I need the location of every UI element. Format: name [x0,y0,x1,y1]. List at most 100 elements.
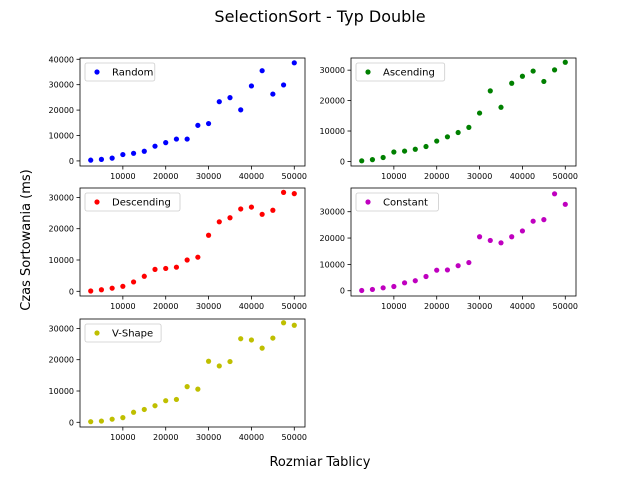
data-point [216,219,222,225]
y-tick-label: 30000 [49,81,74,90]
data-point [391,283,397,290]
data-point [498,240,504,246]
subplot-random: 10000 20000 30000 40000 50000 0 10000 20000 3000… [49,55,307,181]
data-point [551,191,558,197]
data-point [562,59,568,65]
y-tick-label: 20000 [320,97,345,106]
data-point [238,107,244,113]
y-tick-label: 20000 [49,356,74,365]
legend-label: V-Shape [112,329,153,340]
figure-ylabel: Czas Sortowania (ms) [19,169,34,311]
axes-frame [350,187,577,297]
data-point [509,234,515,240]
x-tick-label: 10000 [110,172,135,181]
legend-label: Descending [112,198,171,209]
data-point [163,398,169,404]
y-tick-label: 10000 [49,256,74,265]
x-tick-label: 30000 [196,433,221,442]
data-point [173,136,180,142]
data-point [88,419,94,425]
x-tick-label: 40000 [510,302,535,311]
data-point [455,129,461,136]
x-tick-label: 20000 [153,172,178,181]
data-point [519,228,526,234]
data-point [444,267,451,273]
data-point [541,217,547,223]
data-point [141,406,147,413]
legend-box [84,62,156,82]
y-tick-label: 0 [340,287,345,296]
legend-marker [94,330,100,336]
data-point [195,254,201,260]
x-tick-label: 10000 [381,302,406,311]
data-point [248,83,255,89]
x-tick-label: 40000 [239,172,264,181]
data-point [455,263,461,269]
legend-marker [365,199,371,205]
data-point [412,278,418,284]
data-point [359,287,365,294]
y-tick-label: 10000 [49,132,74,141]
axes-frame [350,57,577,167]
data-point [184,136,190,142]
legend-label: Ascending [383,68,435,79]
y-tick-label: 10000 [320,260,345,269]
data-point [109,285,115,291]
data-point [141,273,147,279]
data-point [270,335,276,341]
legend-box [355,192,439,212]
legend: Constant [355,192,439,212]
x-tick-label: 40000 [239,433,264,442]
data-point [391,149,397,155]
x-tick-label: 50000 [282,302,307,311]
data-point [163,265,169,272]
subplot-v-shape: 10000 20000 30000 40000 50000 0 10000 20000 3000… [49,318,307,442]
y-tick-label: 0 [69,418,74,427]
data-point [152,403,158,409]
data-point [248,337,255,343]
data-point [476,110,483,116]
data-point [248,204,255,210]
subplot-descending: 10000 20000 30000 40000 50000 0 10000 20000 3000… [49,187,307,311]
axes-frame [79,187,306,297]
data-point [184,384,190,390]
x-tick-label: 40000 [510,172,535,181]
data-point [227,358,233,365]
data-point [412,146,418,152]
legend: Descending [84,192,181,212]
data-point [98,156,105,162]
subplot-ascending: 10000 20000 30000 40000 50000 0 10000 20000 3000… [320,57,578,181]
data-point [498,104,504,110]
x-tick-label: 30000 [196,302,221,311]
data-point [541,78,547,85]
y-tick-label: 20000 [49,106,74,115]
data-point [466,124,472,130]
axes-frame [79,57,306,167]
data-point [530,68,536,74]
x-tick-label: 20000 [153,302,178,311]
subplot-grid: 10000 20000 30000 40000 50000 0 10000 20000 3000… [49,55,578,442]
x-tick-label: 10000 [110,433,135,442]
data-point [280,82,287,88]
figure-xlabel: Rozmiar Tablicy [269,455,370,470]
data-point [270,91,276,97]
legend-label: Constant [383,198,428,209]
x-tick-label: 10000 [110,302,135,311]
data-point [216,99,222,105]
y-tick-label: 10000 [320,127,345,136]
data-point [130,279,137,285]
axes-frame [79,318,306,428]
y-tick-label: 40000 [49,55,74,64]
subplot-constant: 10000 20000 30000 40000 50000 0 10000 20000 3000… [320,187,578,311]
x-tick-label: 40000 [239,302,264,311]
data-point [163,140,169,146]
data-point [444,134,451,140]
data-point [259,68,265,74]
data-point [401,148,408,154]
data-point [530,218,536,224]
data-point [380,285,386,291]
legend: V-Shape [84,323,162,343]
figure-title: SelectionSort - Typ Double [214,7,425,26]
x-tick-label: 50000 [282,172,307,181]
data-point [120,283,126,289]
